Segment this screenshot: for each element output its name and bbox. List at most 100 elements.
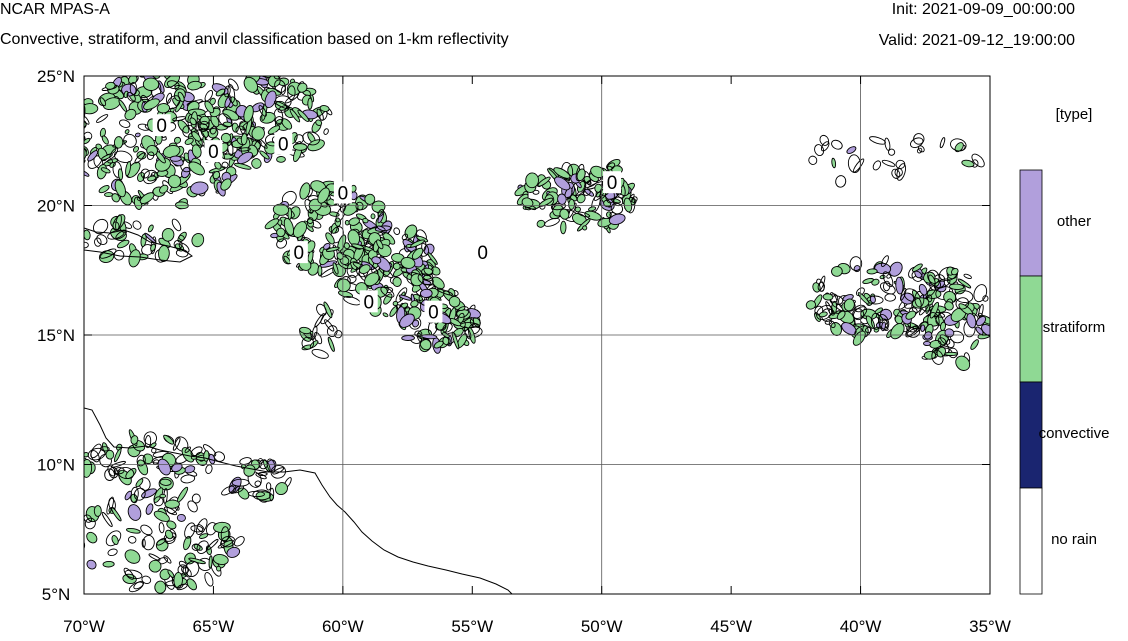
precip-cell: [362, 217, 369, 224]
precip-cell: [560, 220, 567, 235]
precip-cell: [191, 543, 201, 551]
precip-cell: [176, 486, 189, 503]
precip-cell: [187, 80, 202, 91]
axis-ticks: [83, 75, 991, 595]
precip-cell: [325, 232, 335, 245]
precip-cell: [364, 193, 376, 205]
precip-cell: [159, 478, 172, 486]
precip-cell: [918, 321, 929, 330]
precip-cell: [831, 266, 843, 277]
precip-cell: [150, 243, 156, 252]
precip-cell: [235, 125, 246, 135]
precip-cell: [864, 326, 872, 334]
precip-cell: [221, 161, 229, 169]
precip-cell: [808, 155, 818, 165]
precip-cell: [419, 339, 432, 353]
precip-cell: [828, 308, 835, 316]
precip-cell: [87, 447, 106, 461]
precip-cell: [442, 322, 453, 333]
precip-cell: [196, 524, 205, 533]
precip-cell: [882, 271, 894, 288]
precip-cell: [127, 536, 137, 544]
precip-cell: [234, 162, 252, 170]
precip-cell: [104, 468, 115, 481]
precip-cell: [143, 431, 157, 446]
precip-cell: [886, 273, 892, 279]
precip-cell: [172, 437, 181, 451]
precip-cell: [831, 139, 843, 150]
precip-cell: [973, 284, 988, 303]
precip-cell: [132, 220, 142, 230]
precip-cell: [606, 162, 616, 171]
precip-cell: [177, 564, 189, 576]
precip-cell: [314, 313, 325, 328]
precip-cell: [164, 529, 174, 540]
precip-cell: [525, 172, 539, 189]
precip-cell: [937, 337, 947, 346]
precip-cell: [99, 97, 107, 107]
contour-labels: 0 0 0 0 0 0 0 0 0: [152, 114, 622, 324]
precip-cell: [98, 185, 110, 194]
precip-cell: [317, 265, 323, 277]
contour-label: 0: [363, 292, 374, 313]
precip-cell: [841, 322, 857, 336]
precip-cell: [400, 256, 416, 269]
precip-cell: [84, 229, 91, 241]
precip-cell: [132, 146, 140, 153]
precipitation-field: [84, 76, 990, 594]
precip-cell: [178, 560, 188, 569]
precip-cell: [981, 324, 990, 337]
precip-cell: [159, 493, 167, 499]
precip-cell: [153, 510, 170, 522]
precip-cell: [927, 312, 940, 331]
precip-cell: [184, 137, 194, 145]
contour-label-bg: [289, 241, 308, 264]
precip-cell: [364, 272, 380, 287]
precip-cell: [371, 256, 382, 265]
precip-cell: [140, 168, 150, 179]
precip-cell: [910, 137, 924, 148]
precip-cell: [292, 221, 308, 238]
precip-cell: [140, 524, 153, 536]
precip-cell: [113, 448, 122, 463]
precip-cell: [297, 82, 308, 93]
precip-cell: [125, 161, 132, 177]
lon-tick-label: 55°W: [451, 617, 493, 636]
precip-cell: [955, 297, 970, 310]
precip-cell: [84, 514, 92, 523]
precip-cell: [294, 134, 304, 144]
precip-cell: [267, 76, 281, 88]
precip-cell: [165, 92, 173, 104]
precip-cell: [818, 311, 828, 318]
precip-cell: [920, 324, 926, 332]
axis-labels: 70°W 65°W 60°W 55°W 50°W 45°W 40°W 35°W 25°N 20°N…: [37, 67, 1011, 636]
precip-cell: [971, 153, 985, 168]
precip-cell: [410, 300, 419, 308]
valid-time: Valid: 2021-09-12_19:00:00: [878, 32, 1075, 49]
precip-cell: [399, 313, 415, 328]
precip-cell: [324, 319, 335, 332]
precip-cell: [574, 206, 581, 213]
precip-cell: [158, 245, 170, 262]
precip-cell: [209, 126, 217, 135]
precip-cell: [184, 522, 196, 539]
precip-cell: [227, 84, 236, 103]
precip-cell: [118, 99, 128, 112]
precip-cell: [888, 148, 896, 156]
precip-cell: [218, 113, 233, 128]
precip-cell: [247, 490, 265, 498]
precip-cell: [107, 548, 118, 557]
precip-cell: [96, 114, 109, 123]
precip-cell: [347, 274, 357, 284]
precip-cell: [184, 446, 192, 453]
precip-cell: [828, 320, 836, 328]
legend-colorbar: [1019, 169, 1043, 595]
lon-tick-label: 40°W: [840, 617, 882, 636]
precip-cell: [370, 213, 376, 220]
precip-cell: [84, 147, 87, 156]
precip-cell: [306, 218, 315, 228]
gridlines: [84, 76, 990, 594]
precip-cell: [816, 304, 833, 321]
precip-cell: [325, 246, 340, 252]
precip-cell: [963, 273, 972, 280]
